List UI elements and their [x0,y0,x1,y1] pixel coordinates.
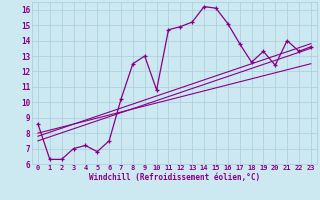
X-axis label: Windchill (Refroidissement éolien,°C): Windchill (Refroidissement éolien,°C) [89,173,260,182]
